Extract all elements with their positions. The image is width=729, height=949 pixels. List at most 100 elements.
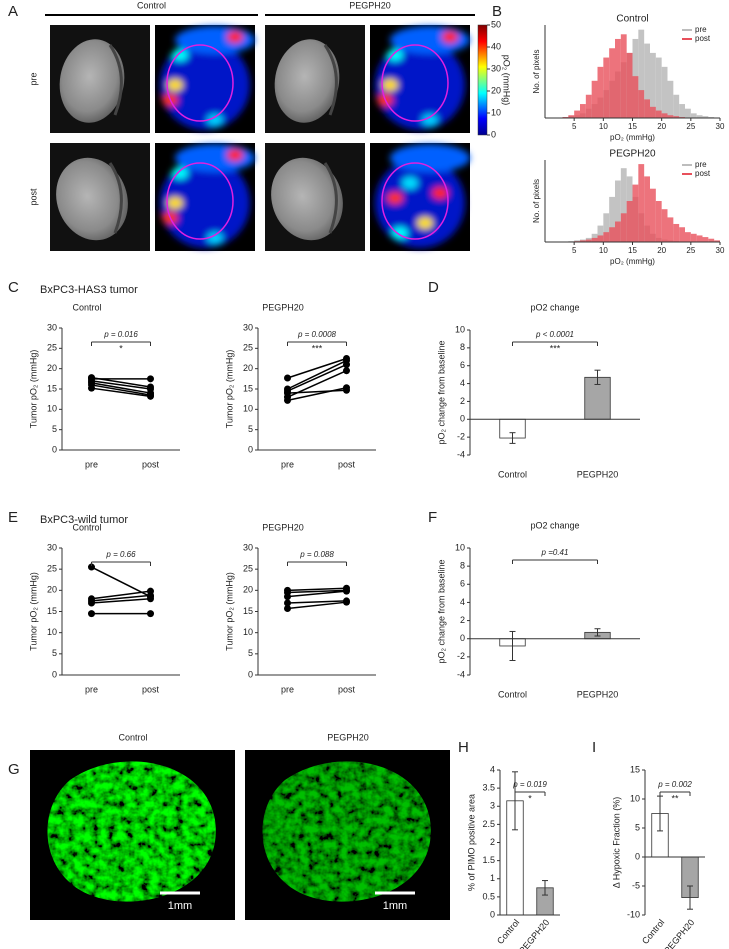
y-axis-label: Tumor pO₂ (mmHg) [224,572,234,651]
colorbar-tick-label: 20 [491,85,501,95]
y-tick-label: 5 [248,424,253,434]
histogram-bar [667,115,674,118]
subject-point [343,367,350,375]
y-tick-label: 20 [47,363,57,373]
y-tick-label: 1 [490,873,495,883]
histogram-bar [644,99,650,118]
tumor [56,157,128,241]
x-tick-label: post [338,459,356,469]
y-tick-label: 30 [243,542,253,552]
subject-point [88,563,95,571]
subject-line [287,359,347,390]
y-tick-label: 0 [490,909,495,919]
histogram-bar [650,106,656,118]
y-tick-label: 15 [47,383,57,393]
significance-stars: *** [550,343,561,353]
y-tick-label: 10 [243,404,253,414]
y-tick-label: 5 [52,424,57,434]
subject-point [343,598,350,606]
blob [390,144,470,172]
y-tick-label: 0 [248,444,253,454]
colorbar-tick-label: 50 [491,19,501,29]
po2-map [370,143,470,251]
panel-label: E [8,509,18,526]
blob [167,197,183,209]
y-tick-label: 30 [243,322,253,332]
histogram-bar [673,116,680,118]
y-tick-label: 4 [460,597,465,607]
subject-line [287,387,347,402]
histogram-bar [620,213,627,242]
x-tick-label: Control [495,917,521,946]
histogram-bar [632,184,639,242]
p-value: p = 0.66 [105,550,136,559]
x-tick-label: Control [498,469,527,479]
histogram-bar [580,104,586,118]
blob [417,217,433,229]
panel-label: A [8,3,18,20]
y-tick-label: 15 [630,764,640,774]
histogram-bar [632,76,639,118]
subject-point [284,599,291,607]
x-tick-label: 20 [657,122,666,131]
y-tick-label: 15 [47,606,57,616]
significance-stars: * [528,793,532,803]
blob [392,227,408,239]
subject-line [91,594,151,602]
tumor-outline [381,162,449,240]
histogram-bar [655,110,662,118]
column-header: PEGPH20 [349,0,391,10]
chart-title: pO2 change [530,302,579,312]
significance-stars: ** [671,793,679,803]
histogram-bar [679,104,685,118]
blob [422,114,438,126]
histogram-bar [655,57,662,118]
y-axis-label: No. of pixels [532,179,541,223]
histogram-bar [609,48,615,118]
histogram-bar [580,240,586,242]
panel-label: F [428,509,437,526]
x-axis-label: pO₂ (mmHg) [610,257,655,266]
histogram-bar [603,213,610,242]
y-tick-label: 25 [47,564,57,574]
panel-label: B [492,3,502,20]
histogram-bar [650,188,656,242]
tissue [108,162,123,234]
x-tick-label: pre [85,684,98,694]
y-tick-label: 3 [490,801,495,811]
p-value: p = 0.0008 [297,330,337,339]
y-tick-label: 0 [460,633,465,643]
x-tick-label: 20 [657,246,666,255]
y-tick-label: 10 [455,542,465,552]
y-tick-label: 25 [47,343,57,353]
y-tick-label: 10 [630,793,640,803]
legend-label: pre [695,25,707,34]
histogram-bar [661,66,668,118]
blob [402,177,418,189]
x-tick-label: 30 [716,246,725,255]
subject-line [91,384,151,396]
x-tick-label: pre [281,459,294,469]
blob [207,114,223,126]
histogram-bar [597,66,604,118]
y-tick-label: 0 [635,851,640,861]
y-tick-label: 6 [460,360,465,370]
subject-line [287,363,347,392]
po2-map [370,25,470,133]
y-tick-label: 8 [460,561,465,571]
chart-title: pO2 change [530,520,579,530]
scale-bar-label: 1mm [383,900,407,912]
y-tick-label: -2 [457,432,465,442]
y-axis-label: pO₂ change from baseline [436,340,446,444]
histogram-bar [574,110,580,118]
x-tick-label: Control [640,917,666,946]
histogram-bar [615,180,621,242]
histogram-bar [620,34,627,118]
subject-point [343,386,350,394]
p-value: p =0.41 [541,548,569,557]
y-axis-label: Tumor pO₂ (mmHg) [224,350,234,429]
x-tick-label: 15 [628,122,637,131]
y-tick-label: 2 [460,396,465,406]
y-tick-label: 5 [635,822,640,832]
x-tick-label: 25 [686,122,695,131]
